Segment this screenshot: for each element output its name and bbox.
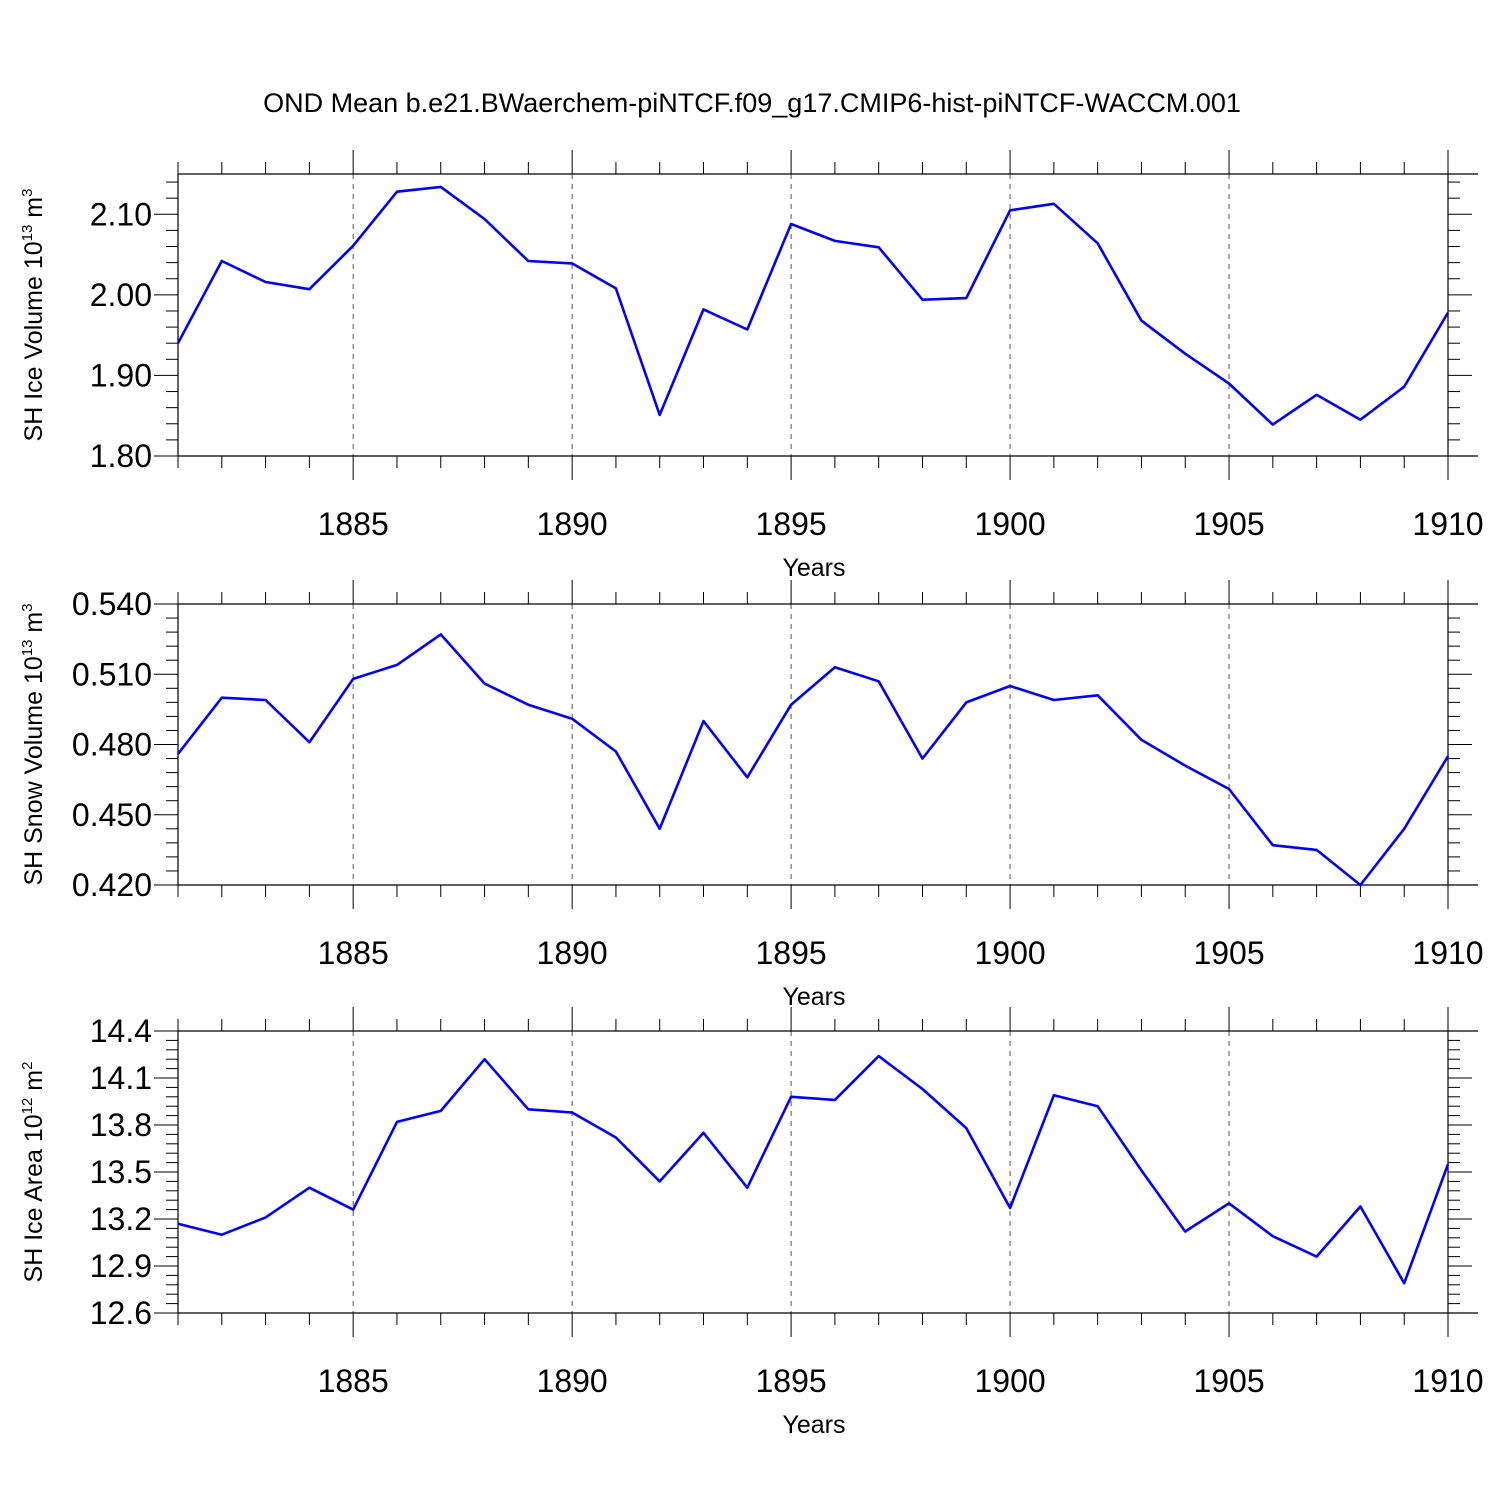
x-tick-label: 1885 <box>318 935 389 971</box>
x-tick-label: 1885 <box>318 1363 389 1399</box>
y-axis-label: SH Ice Area 1012 m2 <box>19 1062 48 1283</box>
panel-2: 1885 1890 1895 1900 1905 1910 0.420 0.450 0.480 0… <box>19 580 1484 1011</box>
x-tick-label: 1900 <box>974 506 1045 542</box>
panel-3: 1885 1890 1895 1900 1905 1910 12.6 12.9 13.2 13.5… <box>19 1007 1484 1439</box>
y-tick-label: 0.540 <box>72 586 152 622</box>
x-tick-label: 1895 <box>756 506 827 542</box>
x-axis-label: Years <box>782 554 845 582</box>
y-tick-label: 12.9 <box>90 1248 152 1284</box>
series-line <box>177 1054 1450 1285</box>
y-tick-label: 0.510 <box>72 656 152 692</box>
series-line <box>176 633 1450 887</box>
y-tick-label: 2.00 <box>90 277 152 313</box>
x-tick-label: 1910 <box>1412 506 1483 542</box>
x-tick-label: 1885 <box>318 506 389 542</box>
x-tick-label: 1900 <box>974 1363 1045 1399</box>
y-tick-label: 0.450 <box>72 797 152 833</box>
y-tick-label: 1.80 <box>90 438 152 474</box>
y-tick-label: 2.10 <box>90 196 152 232</box>
panel-1: 1885 1890 1895 1900 1905 1910 1.80 1.90 2.00 2.10… <box>19 150 1484 582</box>
x-tick-label: 1900 <box>974 935 1045 971</box>
x-tick-label: 1895 <box>756 935 827 971</box>
x-tick-label: 1890 <box>537 1363 608 1399</box>
x-tick-label: 1905 <box>1193 506 1264 542</box>
x-tick-label: 1910 <box>1412 1363 1483 1399</box>
y-tick-label: 14.1 <box>90 1060 152 1096</box>
y-tick-label: 12.6 <box>90 1295 152 1331</box>
x-tick-label: 1905 <box>1193 935 1264 971</box>
x-axis-label: Years <box>782 983 845 1011</box>
y-tick-label: 14.4 <box>90 1013 152 1049</box>
x-tick-label: 1905 <box>1193 1363 1264 1399</box>
x-tick-label: 1895 <box>756 1363 827 1399</box>
y-tick-label: 0.420 <box>72 867 152 903</box>
x-tick-label: 1890 <box>537 935 608 971</box>
x-tick-label: 1910 <box>1412 935 1483 971</box>
y-tick-label: 0.480 <box>72 727 152 763</box>
x-axis-label: Years <box>782 1411 845 1439</box>
figure-title: OND Mean b.e21.BWaerchem-piNTCF.f09_g17.… <box>263 88 1241 118</box>
y-tick-label: 13.8 <box>90 1107 152 1143</box>
y-tick-label: 13.5 <box>90 1154 152 1190</box>
y-axis-label: SH Snow Volume 1013 m3 <box>19 603 48 885</box>
y-tick-label: 13.2 <box>90 1201 152 1237</box>
y-tick-label: 1.90 <box>90 357 152 393</box>
y-axis-label: SH Ice Volume 1013 m3 <box>19 189 48 442</box>
series-line <box>176 185 1450 426</box>
panels: 1885 1890 1895 1900 1905 1910 1.80 1.90 2.00 2.10… <box>19 150 1484 1439</box>
x-tick-label: 1890 <box>537 506 608 542</box>
